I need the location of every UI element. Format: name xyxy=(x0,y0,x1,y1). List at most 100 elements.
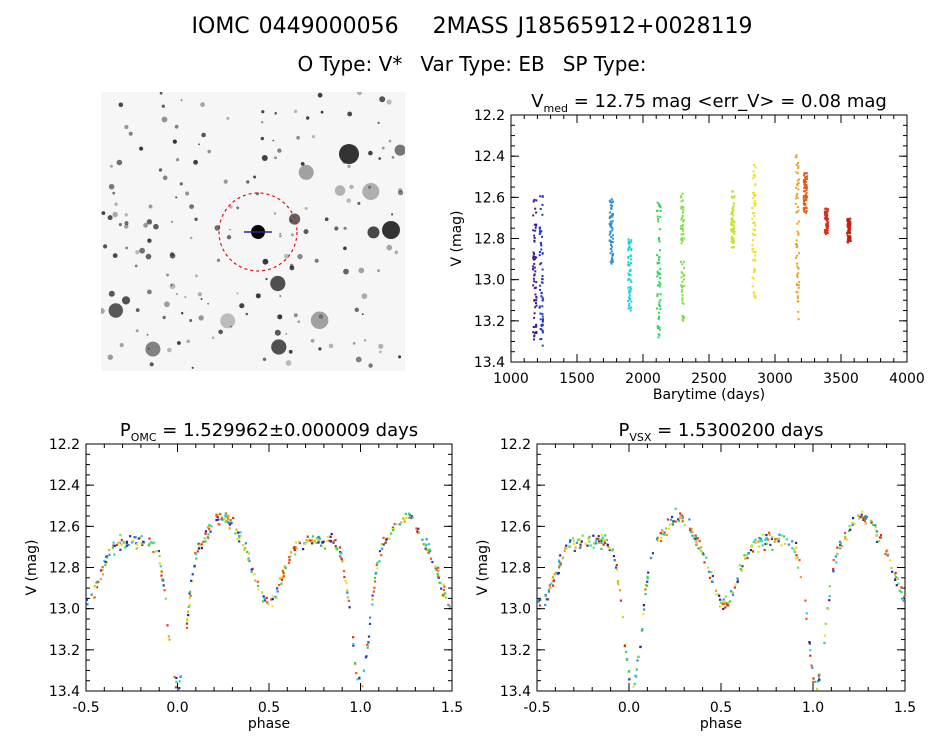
light-curve-point xyxy=(794,202,797,205)
phase-point xyxy=(215,519,218,522)
title-main: V xyxy=(531,91,544,112)
phase-point xyxy=(141,543,144,546)
phase-point xyxy=(896,577,899,580)
phase-point xyxy=(689,527,692,530)
phase-point xyxy=(710,571,713,574)
phase-point xyxy=(613,559,616,562)
phase-point xyxy=(552,579,556,582)
light-curve-point xyxy=(732,208,735,211)
title-rest: = 1.5300200 days xyxy=(651,420,823,441)
phase-point xyxy=(616,579,620,583)
star-dot xyxy=(296,135,300,140)
star-dot xyxy=(211,336,215,339)
light-curve-point xyxy=(730,237,733,240)
x-axis-label: Barytime (days) xyxy=(653,387,765,403)
light-curve-point xyxy=(826,222,829,225)
light-curve-point xyxy=(803,204,806,206)
star-dot xyxy=(230,325,233,328)
phase-point xyxy=(689,531,693,534)
light-curve-point xyxy=(849,240,852,242)
phase-point xyxy=(693,537,696,540)
phase-point xyxy=(239,534,242,537)
phase-point xyxy=(375,563,378,567)
star-dot xyxy=(245,312,249,316)
phase-point xyxy=(187,605,190,608)
x-tick-label: 1.5 xyxy=(894,700,916,716)
light-curve-point xyxy=(630,280,633,283)
light-curve-point xyxy=(846,234,849,237)
light-curve-point xyxy=(846,219,849,222)
star-dot xyxy=(229,228,231,231)
phase-point xyxy=(588,535,591,538)
star-dot xyxy=(310,338,315,343)
phase-point xyxy=(862,518,865,521)
phase-point xyxy=(625,650,628,653)
light-curve-point xyxy=(846,218,849,220)
phase-point xyxy=(705,556,708,559)
light-curve-point xyxy=(683,278,686,281)
phase-point xyxy=(217,522,220,526)
phase-point xyxy=(302,548,305,551)
phase-point xyxy=(444,592,447,595)
star-dot xyxy=(273,212,277,215)
phase-point xyxy=(796,556,799,559)
phase-point xyxy=(261,591,264,594)
phase-point xyxy=(293,548,296,551)
star-dot xyxy=(184,295,187,299)
light-curve-point xyxy=(533,236,536,239)
star-dot xyxy=(318,314,324,319)
phase-point xyxy=(427,551,430,554)
light-curve-point xyxy=(541,323,544,326)
star-dot xyxy=(328,343,334,349)
phase-point xyxy=(544,603,547,607)
light-curve-point xyxy=(535,304,538,307)
star-dot xyxy=(398,190,404,196)
phase-point xyxy=(229,519,232,522)
phase-point xyxy=(159,565,162,568)
phase-point xyxy=(310,539,314,542)
x-tick-label: 2000 xyxy=(625,371,661,387)
phase-point xyxy=(227,521,230,524)
phase-point xyxy=(400,521,403,524)
light-curve-point xyxy=(796,206,799,209)
phase-point xyxy=(227,515,230,518)
light-curve-point xyxy=(612,213,614,216)
phase-point xyxy=(289,551,293,554)
phase-point xyxy=(875,530,879,533)
light-curve-point xyxy=(658,228,661,231)
phase-point xyxy=(347,599,350,602)
phase-point xyxy=(611,548,614,551)
light-curve-point xyxy=(732,237,735,240)
phase-point xyxy=(403,520,406,523)
star-dot xyxy=(355,356,362,363)
light-curve-point xyxy=(610,222,613,225)
star-dot xyxy=(147,289,152,295)
phase-point xyxy=(671,515,674,518)
phase-point xyxy=(163,589,166,592)
light-curve-point xyxy=(805,176,808,179)
light-curve-point xyxy=(657,325,659,328)
phase-point xyxy=(275,596,278,599)
phase-point xyxy=(758,539,761,542)
phase-point xyxy=(429,557,433,560)
light-curve-point xyxy=(629,286,632,289)
light-curve-point xyxy=(847,229,850,232)
y-tick-label: 12.4 xyxy=(49,478,80,494)
star-dot xyxy=(246,180,250,184)
light-curve-point xyxy=(795,254,798,257)
light-curve-point xyxy=(802,181,805,184)
phase-point xyxy=(665,527,668,530)
star-dot xyxy=(101,211,106,215)
phase-point xyxy=(281,576,284,579)
light-curve-point xyxy=(731,230,734,233)
light-curve-point xyxy=(849,235,851,238)
x-tick-label: 0.0 xyxy=(166,700,188,716)
light-curve-point xyxy=(628,302,631,305)
phase-point xyxy=(886,554,889,557)
phase-point xyxy=(672,520,675,523)
phase-point xyxy=(320,544,323,547)
phase-point xyxy=(119,548,122,551)
phase-point xyxy=(758,537,761,540)
star-dot xyxy=(121,296,131,305)
light-curve-point xyxy=(541,268,544,271)
